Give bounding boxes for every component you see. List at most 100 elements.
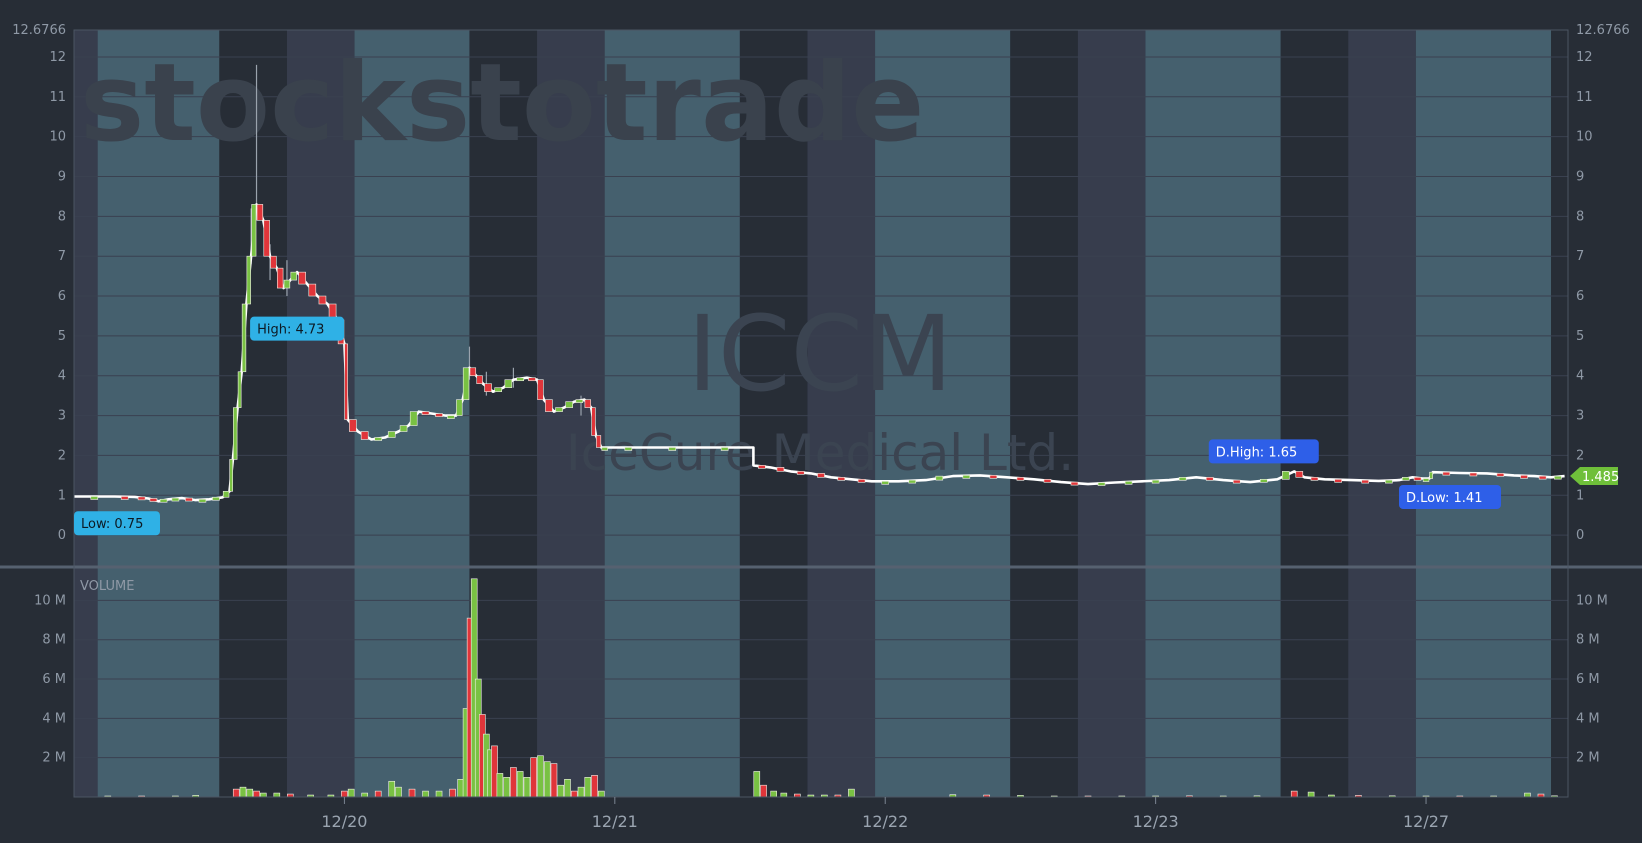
volume-tick-label: 4 M	[42, 711, 66, 726]
price-annotations: Low: 0.75 High: 4.73 D.High: 1.65 D.Low: 1.…	[74, 316, 1501, 536]
candle-up	[935, 475, 944, 481]
candle-down	[1520, 475, 1528, 479]
volume-bar-up	[537, 755, 544, 798]
volume-bar-up	[557, 784, 565, 798]
price-tick-label: 7	[1576, 249, 1584, 264]
candle-up	[1429, 471, 1433, 479]
price-tick-label: 11	[49, 90, 66, 105]
annotation-box	[1208, 439, 1319, 464]
candle-up	[624, 447, 633, 451]
candle-down	[360, 431, 369, 440]
price-tick-label: 12	[49, 50, 66, 65]
candle-down	[1442, 471, 1451, 476]
candle-up	[237, 371, 242, 408]
session-band-pre	[74, 30, 98, 797]
session-band-reg	[604, 30, 740, 797]
price-tick-label: 4	[58, 369, 66, 384]
volume-bar-up	[259, 792, 267, 798]
price-tick-label: 6	[1576, 289, 1584, 304]
session-band-reg	[1415, 30, 1552, 797]
candle-down	[776, 467, 785, 472]
price-tick-label: 2	[1576, 448, 1584, 463]
annotation-label: D.High: 1.65	[1216, 445, 1297, 460]
date-tick-label: 12/20	[321, 812, 367, 831]
session-band-post	[1010, 30, 1078, 797]
candle-up	[229, 459, 233, 492]
price-tick-label: 10	[49, 130, 66, 145]
price-line	[74, 203, 1565, 503]
volume-bar-up	[848, 788, 855, 798]
candle-up	[1097, 482, 1106, 486]
price-top-label: 12.6766	[12, 23, 66, 38]
candle-up	[516, 377, 524, 382]
volume-bar-down	[253, 790, 260, 798]
volume-bar-up	[347, 788, 355, 798]
candle-up	[962, 475, 971, 479]
volume-axis-left: 10 M 8 M 6 M 4 M 2 M	[34, 593, 66, 765]
volume-bar-down	[232, 788, 240, 798]
volume-bar-down	[491, 745, 498, 798]
date-tick-label: 12/23	[1133, 812, 1179, 831]
date-tick-label: 12/22	[862, 812, 908, 831]
volume-tick-label: 4 M	[1576, 711, 1600, 726]
candle-up	[171, 497, 180, 502]
candle-down	[591, 407, 596, 436]
candle-down	[1016, 477, 1025, 481]
candle-up	[374, 437, 383, 441]
price-tick-label: 5	[58, 329, 66, 344]
volume-bar-up	[503, 777, 510, 798]
candle-up	[462, 367, 470, 400]
volume-bar-down	[760, 784, 767, 798]
candle-up	[908, 479, 917, 484]
last-price-box	[1570, 466, 1618, 485]
volume-tick-label: 10 M	[1576, 593, 1608, 608]
price-tick-label: 2	[58, 448, 66, 463]
session-band-pre	[807, 30, 876, 797]
candle-up	[1259, 479, 1268, 483]
volume-bar-up	[753, 771, 761, 798]
price-tick-label: 0	[1576, 528, 1584, 543]
candle-down	[298, 271, 306, 285]
volume-title: VOLUME	[80, 579, 134, 594]
volume-bar-up	[361, 792, 368, 798]
candle-up	[90, 496, 99, 500]
volume-bar-up	[496, 773, 504, 798]
price-tick-label: 10	[1576, 130, 1593, 145]
volume-tick-label: 10 M	[34, 593, 66, 608]
annotation-box	[250, 316, 345, 341]
volume-bar-up	[457, 779, 464, 798]
candle-down	[817, 473, 825, 478]
candle-up	[555, 407, 563, 412]
volume-bar-up	[1524, 792, 1531, 798]
price-tick-label: 12	[1576, 50, 1593, 65]
price-tick-label: 8	[1576, 209, 1584, 224]
candle-down	[277, 267, 284, 289]
volume-bar-down	[550, 763, 558, 798]
candle-up	[159, 498, 168, 503]
candle-down	[344, 343, 348, 420]
candle-up	[241, 303, 247, 373]
price-tick-label: 9	[58, 170, 66, 185]
candle-up	[222, 490, 230, 498]
price-tick-label: 8	[58, 209, 66, 224]
price-tick-label: 11	[1576, 90, 1593, 105]
candle-down	[263, 220, 270, 257]
candle-up	[447, 415, 455, 419]
candle-up	[246, 255, 251, 305]
candle-up	[290, 271, 297, 281]
candle-up	[456, 399, 463, 416]
candle-down	[469, 367, 477, 377]
candle-up	[575, 399, 584, 403]
candle-down	[1469, 472, 1478, 477]
price-tick-label: 3	[58, 409, 66, 424]
candle-up	[399, 425, 408, 432]
last-price-label: 1.485	[1582, 470, 1619, 485]
candle-down	[270, 255, 277, 269]
candle-up	[1422, 478, 1430, 482]
volume-bar-down	[341, 790, 348, 798]
volume-tick-label: 6 M	[42, 672, 66, 687]
volume-bar-down	[374, 790, 382, 798]
price-tick-label: 5	[1576, 329, 1584, 344]
